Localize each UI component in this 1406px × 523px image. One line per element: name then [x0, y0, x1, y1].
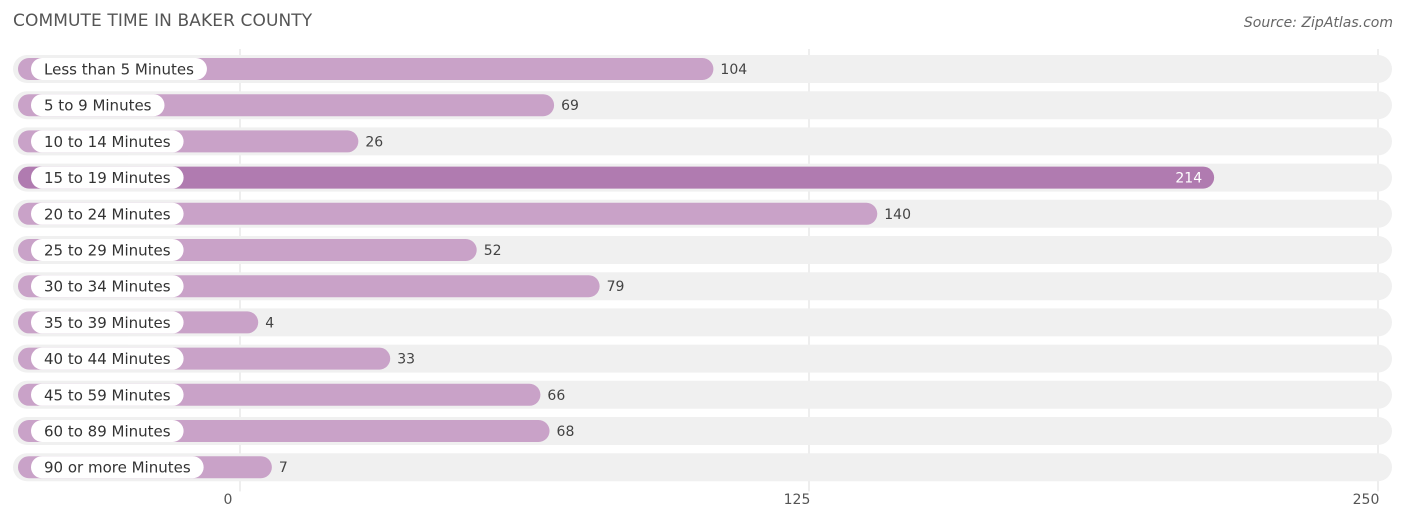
- bar-track: [13, 453, 1392, 482]
- category-label: 90 or more Minutes: [44, 459, 191, 477]
- data-label: 52: [484, 243, 502, 259]
- category-label-pill: [31, 58, 207, 80]
- category-label-pill: [31, 239, 184, 261]
- category-label-pill: [31, 420, 184, 442]
- x-tick-label: 0: [224, 492, 233, 508]
- source-credit: Source: ZipAtlas.com: [1243, 15, 1393, 31]
- category-label: 60 to 89 Minutes: [44, 423, 171, 441]
- category-label: 15 to 19 Minutes: [44, 169, 171, 187]
- category-label-pill: [31, 94, 165, 117]
- category-label: 10 to 14 Minutes: [44, 133, 171, 151]
- category-label: 45 to 59 Minutes: [44, 386, 171, 404]
- chart-title: COMMUTE TIME IN BAKER COUNTY: [13, 11, 313, 31]
- data-label: 214: [1175, 171, 1202, 187]
- category-label: 5 to 9 Minutes: [44, 97, 152, 115]
- bar-track: [13, 127, 1392, 156]
- data-label: 66: [547, 388, 565, 404]
- data-label: 4: [265, 315, 274, 331]
- category-label: 40 to 44 Minutes: [44, 350, 171, 368]
- category-label: 35 to 39 Minutes: [44, 314, 171, 332]
- data-label: 104: [720, 62, 747, 78]
- data-label: 33: [397, 352, 415, 368]
- category-label: 20 to 24 Minutes: [44, 205, 171, 223]
- data-label: 140: [884, 207, 911, 223]
- data-label: 68: [557, 424, 575, 440]
- bar-track: [13, 308, 1392, 337]
- x-tick-label: 125: [784, 492, 811, 508]
- category-label-pill: [31, 166, 184, 189]
- category-label-pill: [31, 311, 184, 334]
- data-label: 79: [607, 279, 625, 295]
- category-label-pill: [31, 347, 184, 370]
- category-label-pill: [31, 202, 184, 225]
- category-label-pill: [31, 383, 184, 406]
- category-label-pill: [31, 275, 184, 298]
- data-label: 26: [365, 134, 383, 150]
- x-tick-label: 250: [1353, 492, 1380, 508]
- bar[interactable]: [18, 166, 1215, 189]
- category-label: Less than 5 Minutes: [44, 61, 194, 79]
- bar[interactable]: [18, 202, 878, 225]
- category-label: 30 to 34 Minutes: [44, 278, 171, 296]
- category-label-pill: [31, 456, 204, 479]
- data-label: 69: [561, 98, 579, 114]
- data-label: 7: [279, 460, 288, 476]
- category-label: 25 to 29 Minutes: [44, 242, 171, 260]
- category-label-pill: [31, 130, 184, 153]
